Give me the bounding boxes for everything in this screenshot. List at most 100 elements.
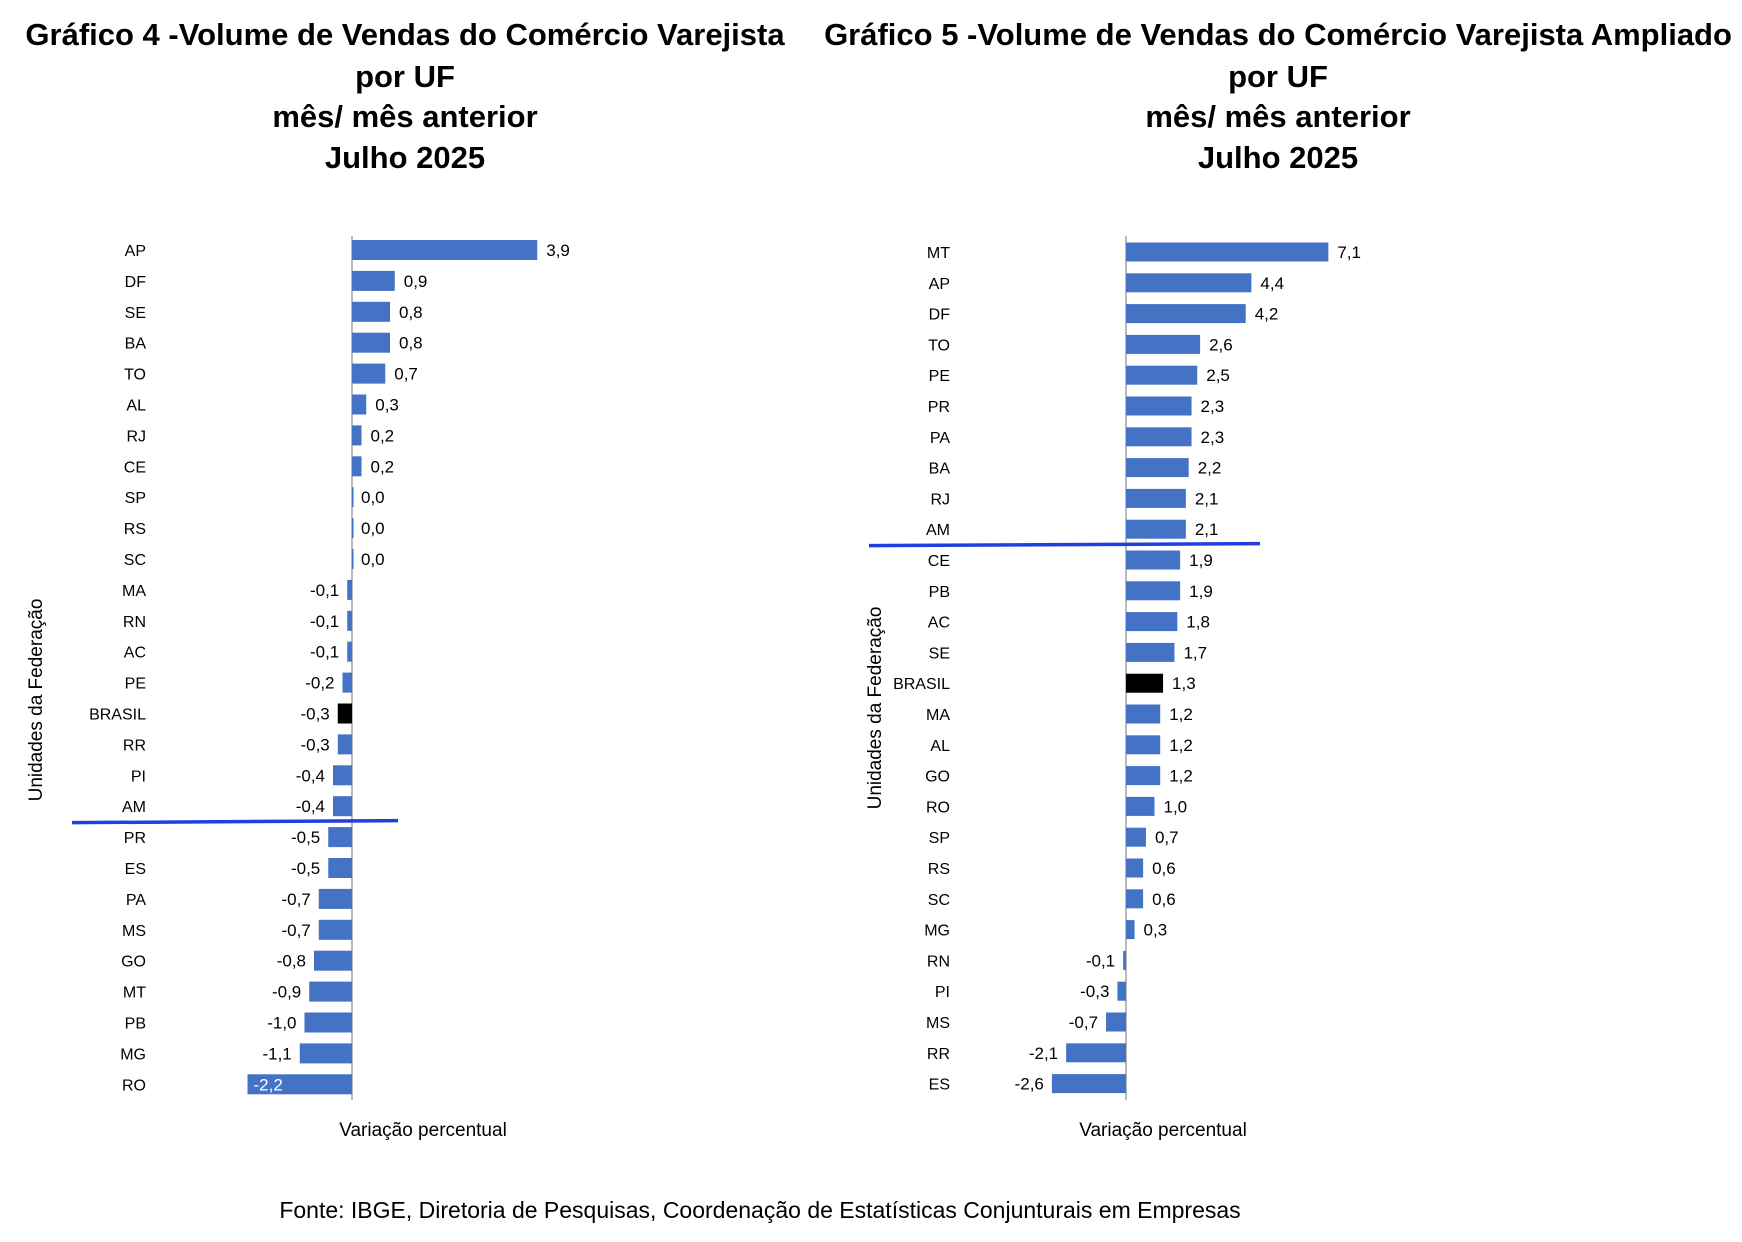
x-axis-title: Variação percentual [339, 1120, 507, 1141]
value-label: -0,4 [296, 766, 325, 785]
value-label: 2,3 [1201, 428, 1225, 447]
category-label: RS [124, 521, 146, 538]
value-label: -1,0 [267, 1014, 296, 1033]
bar-rn [1123, 950, 1126, 970]
bar-es [1051, 1074, 1126, 1094]
category-label: MG [120, 1046, 146, 1063]
value-label: 1,2 [1169, 705, 1193, 724]
chart-title-line: mês/ mês anterior [1145, 99, 1410, 134]
category-label: AM [122, 799, 146, 816]
category-label: AM [926, 522, 950, 539]
category-label: ES [125, 861, 146, 878]
bar-es [328, 858, 352, 878]
value-label: -2,6 [1015, 1075, 1044, 1094]
bar-mg [299, 1043, 352, 1064]
category-label: RR [927, 1046, 950, 1063]
value-label: -2,1 [1029, 1044, 1058, 1063]
value-label: 1,9 [1189, 582, 1213, 601]
category-label: PA [126, 892, 146, 909]
category-label: TO [928, 337, 950, 354]
category-label: MS [122, 923, 146, 940]
value-label: -0,7 [281, 921, 310, 940]
category-label: RO [122, 1077, 146, 1094]
value-label: 0,9 [404, 272, 428, 291]
value-label: 2,1 [1195, 489, 1219, 508]
value-label: 4,2 [1255, 305, 1279, 324]
bar-sp [1126, 827, 1146, 847]
value-label: 0,3 [1144, 921, 1168, 940]
bar-ms [1106, 1012, 1126, 1032]
bar-am [1126, 519, 1186, 539]
bar-ce [1126, 550, 1181, 570]
value-label: -0,4 [296, 797, 325, 816]
chart-title-line: Gráfico 5 -Volume de Vendas do Comércio … [824, 17, 1732, 52]
category-label: SP [929, 830, 950, 847]
bar-pa [318, 888, 352, 909]
category-label: BRASIL [893, 676, 950, 693]
value-label: -0,3 [300, 735, 329, 754]
category-label: GO [121, 954, 146, 971]
category-label: MT [927, 245, 950, 262]
x-axis-title: Variação percentual [1079, 1120, 1247, 1141]
category-label: SC [928, 892, 950, 909]
value-label: 7,1 [1337, 243, 1361, 262]
bar-to [352, 363, 386, 384]
bar-ac [347, 641, 352, 662]
category-label: CE [124, 459, 146, 476]
category-label: AL [126, 398, 146, 415]
bar-sp [352, 487, 354, 508]
value-label: 0,7 [394, 365, 418, 384]
category-label: MT [123, 985, 146, 1002]
value-label: -0,3 [1080, 982, 1109, 1001]
bar-rs [1126, 858, 1144, 878]
value-label: 0,2 [371, 426, 395, 445]
value-label: -0,5 [291, 859, 320, 878]
bar-ro [1126, 796, 1155, 816]
category-label: PI [935, 984, 950, 1001]
value-label: 0,0 [361, 550, 385, 569]
chart-title-line: Julho 2025 [325, 140, 485, 175]
category-label: RO [926, 799, 950, 816]
value-label: -0,1 [310, 643, 339, 662]
category-label: RN [123, 614, 146, 631]
bar-se [1126, 642, 1175, 662]
bar-pi [333, 765, 352, 786]
category-label: SE [929, 645, 950, 662]
value-label: -2,2 [254, 1075, 283, 1094]
category-label: BA [929, 461, 951, 478]
category-label: CE [928, 553, 950, 570]
category-label: AC [124, 645, 146, 662]
y-axis-title: Unidades da Federação [26, 599, 47, 802]
value-label: 3,9 [546, 241, 570, 260]
bar-sc [352, 549, 354, 569]
value-label: -0,7 [281, 890, 310, 909]
chart-grafico-4: Gráfico 4 -Volume de Vendas do Comércio … [25, 17, 785, 1141]
value-label: 1,9 [1189, 551, 1213, 570]
bar-pb [1126, 581, 1181, 601]
category-label: PB [125, 1016, 146, 1033]
category-label: GO [925, 769, 950, 786]
value-label: 1,8 [1186, 613, 1210, 632]
bar-rj [352, 425, 362, 446]
value-label: 0,0 [361, 488, 385, 507]
category-label: PB [929, 584, 950, 601]
y-axis-title: Unidades da Federação [865, 607, 886, 810]
value-label: 2,3 [1201, 397, 1225, 416]
chart-title-line: por UF [355, 59, 455, 94]
category-label: RN [927, 953, 950, 970]
value-label: 2,5 [1206, 366, 1230, 385]
bar-ba [1126, 458, 1189, 478]
bar-df [352, 270, 395, 291]
bar-pr [328, 827, 352, 848]
bar-se [352, 301, 390, 322]
value-label: 4,4 [1260, 274, 1284, 293]
value-label: -1,1 [262, 1044, 291, 1063]
divider-line [71, 818, 399, 825]
value-label: 2,6 [1209, 335, 1233, 354]
bar-rr [1066, 1043, 1126, 1063]
category-label: SE [125, 305, 146, 322]
value-label: 1,0 [1164, 797, 1188, 816]
value-label: 0,7 [1155, 828, 1179, 847]
value-label: 0,0 [361, 519, 385, 538]
